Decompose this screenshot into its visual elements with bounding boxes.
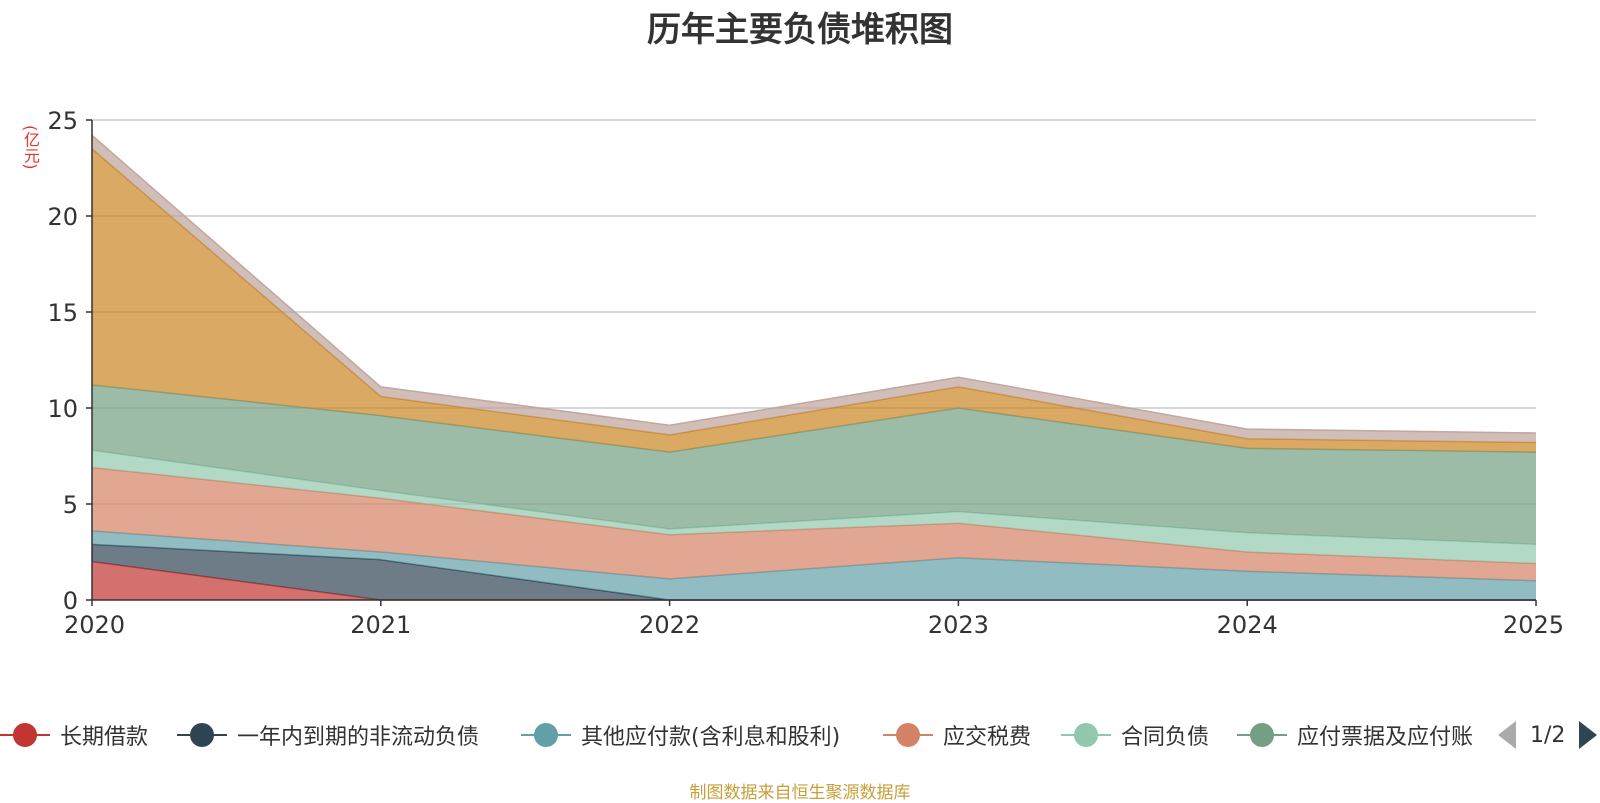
area-series-3	[92, 467, 1536, 581]
legend-item[interactable]: 一年内到期的非流动负债	[177, 715, 479, 755]
y-tick-label: 5	[63, 491, 78, 519]
legend-page-indicator: 1/2	[1530, 722, 1566, 748]
area-series-layer	[91, 134, 1537, 601]
legend-label: 应付票据及应付账	[1297, 725, 1474, 750]
legend-label: 长期借款	[60, 725, 149, 750]
x-tick-label: 2025	[1503, 611, 1564, 639]
series-line-5	[91, 384, 1537, 453]
x-tick-label: 2024	[1217, 611, 1278, 639]
x-tick-label: 2023	[928, 611, 989, 639]
legend-item[interactable]: 合同负债	[1061, 715, 1209, 755]
y-tick-label: 25	[47, 107, 78, 135]
y-tick-label: 20	[47, 203, 78, 231]
area-series-1	[92, 544, 1536, 600]
series-line-7	[91, 134, 1537, 434]
legend-marker-icon	[177, 715, 227, 755]
legend-marker-icon	[0, 715, 50, 755]
legend: 长期借款 一年内到期的非流动负债 其他应付款(含利息和股利) 应交税费 合同负债 应付票据…	[0, 715, 1600, 755]
x-tick-label: 2021	[350, 611, 411, 639]
chart-title: 历年主要负债堆积图	[647, 10, 953, 50]
y-tick-label: 0	[63, 587, 78, 615]
legend-marker-icon	[1237, 715, 1287, 755]
legend-pager: 1/2	[1498, 715, 1598, 755]
y-tick-label: 15	[47, 299, 78, 327]
x-tick-label: 2020	[64, 611, 125, 639]
area-series-0	[92, 561, 1536, 600]
legend-next-page-icon[interactable]	[1579, 721, 1598, 749]
legend-item[interactable]: 应交税费	[883, 715, 1031, 755]
legend-label: 合同负债	[1121, 725, 1210, 750]
source-note: 制图数据来自恒生聚源数据库	[689, 783, 911, 803]
y-axis-unit-label: (亿元)	[21, 124, 40, 170]
legend-marker-icon	[883, 715, 933, 755]
area-series-4	[92, 450, 1536, 564]
legend-item[interactable]: 应付票据及应付账	[1237, 715, 1473, 755]
legend-label: 一年内到期的非流动负债	[237, 725, 480, 750]
legend-item[interactable]: 其他应付款(含利息和股利)	[521, 715, 840, 755]
area-series-5	[92, 384, 1536, 545]
legend-prev-page-icon[interactable]	[1498, 721, 1516, 749]
x-tick-label: 2022	[639, 611, 700, 639]
legend-marker-icon	[521, 715, 571, 755]
legend-label: 应交税费	[943, 725, 1032, 750]
area-series-2	[92, 530, 1536, 600]
y-tick-label: 10	[47, 395, 78, 423]
legend-marker-icon	[1061, 715, 1111, 755]
legend-item[interactable]: 长期借款	[0, 715, 148, 755]
legend-label: 其他应付款(含利息和股利)	[581, 725, 841, 750]
